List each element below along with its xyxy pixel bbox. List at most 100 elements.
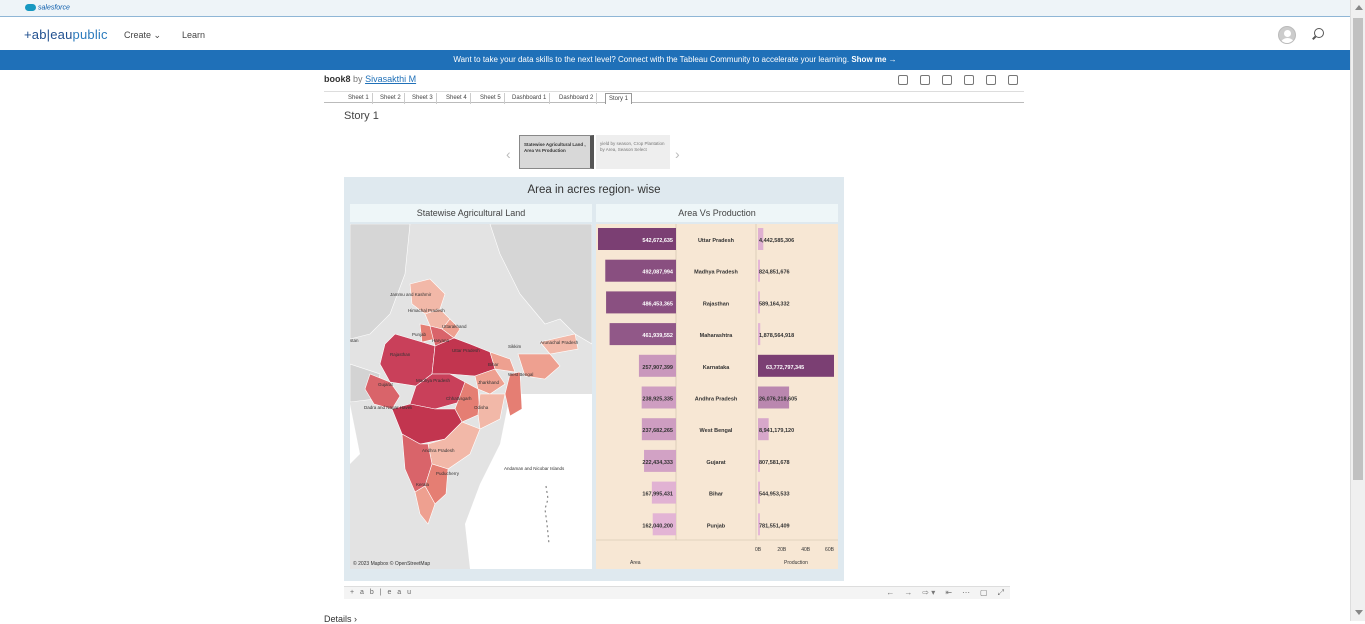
story-title: Story 1 — [344, 110, 379, 122]
state-label: Gujarat — [706, 460, 725, 466]
production-bar[interactable] — [758, 513, 760, 536]
area-bar[interactable] — [641, 418, 676, 441]
tab-sheet-5[interactable]: Sheet 5 — [477, 93, 505, 104]
salesforce-logo: salesforce — [25, 4, 70, 11]
production-tick-label: 20B — [777, 547, 787, 553]
tab-dashboard-1[interactable]: Dashboard 1 — [509, 93, 551, 104]
story-point-2[interactable]: yield by season, Crop Plantation by Area… — [596, 135, 670, 169]
tableau-brand[interactable]: + a b | e a u — [350, 589, 414, 596]
map-label: Himachal Pradesh — [408, 308, 445, 313]
scroll-thumb[interactable] — [1353, 18, 1363, 480]
chevron-left-icon[interactable]: ‹ — [506, 146, 511, 162]
tab-sheet-2[interactable]: Sheet 2 — [377, 93, 405, 104]
map-label: Puducherry — [436, 471, 460, 476]
state-label: Punjab — [707, 523, 726, 529]
production-bar[interactable] — [758, 259, 760, 282]
area-bar[interactable] — [605, 259, 676, 282]
comment-icon[interactable] — [964, 75, 974, 85]
production-value-label: 589,164,332 — [759, 301, 790, 307]
chevron-right-icon: › — [354, 614, 358, 624]
tableau-public-logo[interactable]: +ab|eaupublic — [24, 27, 108, 42]
share-icon[interactable]: ⋯ — [962, 588, 971, 597]
story-point-1[interactable]: Statewise Agricultural Land , Area Vs Pr… — [519, 135, 594, 169]
tab-sheet-4[interactable]: Sheet 4 — [443, 93, 471, 104]
area-bar[interactable] — [609, 323, 676, 346]
india-map[interactable]: Jammu and Kashmir Himachal Pradesh Punja… — [350, 224, 592, 569]
area-bar[interactable] — [606, 291, 676, 314]
redo-icon[interactable]: → — [904, 588, 913, 597]
production-bar[interactable] — [758, 291, 760, 314]
chevron-down-icon: ⌄ — [153, 30, 162, 40]
map-label: Punjab — [412, 332, 427, 337]
chevron-right-icon[interactable]: › — [675, 146, 680, 162]
star-icon[interactable] — [920, 75, 930, 85]
revert-icon[interactable]: ⇨ ▾ — [922, 588, 936, 597]
show-me-link[interactable]: Show me → — [851, 55, 897, 64]
map-label: Rajasthan — [390, 352, 411, 357]
production-bar[interactable] — [758, 354, 834, 377]
comment-icon[interactable]: ▢ — [980, 588, 988, 597]
tab-story-1[interactable]: Story 1 — [605, 93, 633, 104]
viz-bottom-toolbar: + a b | e a u ← → ⇨ ▾ ⇤ ⋯ ▢ ⤢ — [344, 586, 1010, 599]
revert-all-icon[interactable]: ⇤ — [945, 588, 953, 597]
production-bar[interactable] — [758, 386, 790, 409]
production-value-label: 4,442,585,306 — [759, 238, 794, 244]
map-label: Andaman and Nicobar Islands — [504, 466, 565, 471]
fullscreen-icon[interactable]: ⤢ — [997, 588, 1004, 597]
area-value-label: 237,682,265 — [642, 428, 673, 434]
production-bar[interactable] — [758, 323, 761, 346]
scroll-down-icon[interactable] — [1355, 610, 1363, 615]
area-value-label: 461,939,552 — [642, 333, 673, 339]
site-header: +ab|eaupublic Create ⌄ Learn — [0, 18, 1350, 50]
page-scrollbar[interactable] — [1350, 0, 1365, 621]
search-icon[interactable] — [1314, 28, 1324, 38]
details-toggle[interactable]: Details › — [324, 614, 358, 624]
production-value-label: 544,953,533 — [759, 492, 790, 498]
area-value-label: 222,434,333 — [642, 460, 673, 466]
state-label: Andhra Pradesh — [695, 397, 738, 403]
production-value-label: 807,581,678 — [759, 460, 790, 466]
state-label: Madhya Pradesh — [694, 270, 738, 276]
production-bar[interactable] — [758, 449, 760, 472]
production-bar[interactable] — [758, 418, 769, 441]
map-label: Uttarakhand — [442, 324, 467, 329]
area-bar[interactable] — [652, 513, 676, 536]
nav-learn[interactable]: Learn — [182, 30, 206, 40]
map-label: Odisha — [474, 405, 489, 410]
sheet-tabs: Sheet 1 Sheet 2 Sheet 3 Sheet 4 Sheet 5 … — [324, 91, 1024, 104]
viz-title-row: book8 by Sivasakthi M — [324, 74, 1024, 88]
map-label: Haryana — [432, 338, 450, 343]
production-tick-label: 60B — [825, 547, 835, 553]
production-value-label: 63,772,797,345 — [766, 365, 804, 371]
gear-icon[interactable] — [1008, 75, 1018, 85]
tab-dashboard-2[interactable]: Dashboard 2 — [556, 93, 598, 104]
production-bar[interactable] — [758, 228, 764, 250]
cloud-icon — [25, 4, 36, 11]
state-label: Karnataka — [703, 365, 731, 371]
state-label: Maharashtra — [700, 333, 734, 339]
undo-icon[interactable]: ← — [886, 588, 895, 597]
tab-sheet-1[interactable]: Sheet 1 — [345, 93, 373, 104]
area-vs-production-chart[interactable]: 542,672,635 Uttar Pradesh 4,442,585,306 492… — [596, 224, 838, 569]
scroll-up-icon[interactable] — [1355, 5, 1363, 10]
dashboard: Area in acres region- wise Statewise Agr… — [344, 177, 844, 581]
share-icon[interactable] — [942, 75, 952, 85]
toolbar-controls: ← → ⇨ ▾ ⇤ ⋯ ▢ ⤢ — [886, 588, 1004, 598]
tab-sheet-3[interactable]: Sheet 3 — [409, 93, 437, 104]
area-bar[interactable] — [651, 481, 676, 504]
area-bar[interactable] — [644, 449, 676, 472]
production-value-label: 781,551,409 — [759, 523, 790, 529]
author-link[interactable]: Sivasakthi M — [365, 74, 417, 84]
map-label: Madhya Pradesh — [416, 378, 451, 383]
alert-icon[interactable] — [986, 75, 996, 85]
area-bar[interactable] — [641, 386, 676, 409]
production-bar[interactable] — [758, 481, 760, 504]
area-bar[interactable] — [638, 354, 676, 377]
area-bar[interactable] — [598, 228, 676, 250]
area-value-label: 238,925,335 — [642, 397, 673, 403]
nav-create[interactable]: Create ⌄ — [124, 30, 162, 40]
edit-icon[interactable] — [898, 75, 908, 85]
production-value-label: 824,851,676 — [759, 270, 790, 276]
community-banner: Want to take your data skills to the nex… — [0, 50, 1350, 70]
avatar[interactable] — [1278, 26, 1296, 44]
